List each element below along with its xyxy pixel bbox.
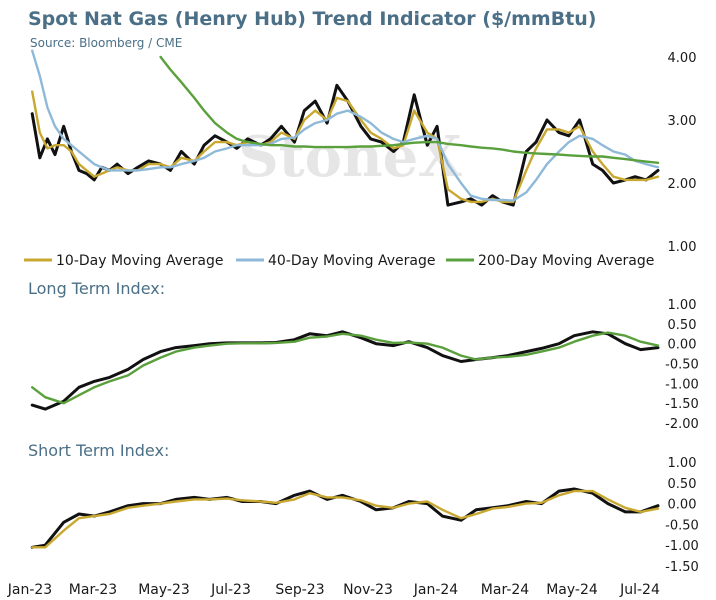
x-tick-label: Jan-24 [413, 582, 459, 598]
long-term-index-y-tick: -2.00 [665, 417, 699, 432]
x-tick-label: Nov-23 [343, 582, 393, 598]
x-tick-label: Mar-23 [69, 582, 117, 598]
x-tick-label: Mar-24 [481, 582, 529, 598]
price-y-tick: 3.00 [668, 114, 697, 129]
x-axis: Jan-23 Mar-23 May-23 Jul-23 Sep-23 Nov-23 Jan-… [7, 582, 660, 598]
long-term-index-y-tick: -1.50 [665, 397, 699, 412]
short-term-index-y-tick: -0.50 [665, 518, 699, 533]
chart-subtitle: Source: Bloomberg / CME [30, 36, 182, 50]
price-y-tick: 4.00 [668, 51, 697, 66]
long-term-index-title: Long Term Index: [28, 279, 165, 298]
x-tick-label: Jul-23 [210, 582, 251, 598]
short-term-index-series-0 [30, 487, 660, 549]
x-tick-label: May-24 [546, 582, 598, 598]
short-term-index-panel: -1.50 -1.00 -0.50 0.00 0.50 1.00 [30, 456, 699, 575]
price-panel: 1.00 2.00 3.00 4.00 [30, 49, 697, 255]
chart-title: Spot Nat Gas (Henry Hub) Trend Indicator… [28, 8, 597, 30]
short-term-index-y-tick: -1.50 [665, 560, 699, 575]
long-term-index-y-tick: 1.00 [668, 298, 697, 313]
short-term-index-series-1 [31, 489, 660, 549]
long-term-index-y-tick: 0.50 [668, 318, 697, 333]
short-term-index-y-tick: 1.00 [668, 456, 697, 471]
price-series-3 [159, 55, 660, 164]
long-term-index-panel: -2.00 -1.50 -1.00 -0.50 0.00 0.50 1.00 [30, 298, 699, 432]
x-tick-label: Sep-23 [275, 582, 324, 598]
short-term-index-y-tick: 0.50 [668, 477, 697, 492]
x-tick-label: Jan-23 [7, 582, 52, 598]
price-y-tick: 2.00 [668, 177, 697, 192]
long-term-index-y-tick: -1.00 [665, 377, 699, 392]
short-term-index-y-tick: 0.00 [668, 498, 697, 513]
legend-label-0: 10-Day Moving Average [56, 253, 223, 269]
legend: 10-Day Moving Average 40-Day Moving Avera… [24, 253, 654, 269]
long-term-index-series-1 [31, 331, 660, 405]
short-term-index-title: Short Term Index: [28, 441, 169, 460]
long-term-index-series-0 [30, 330, 660, 411]
short-term-index-y-tick: -1.00 [665, 539, 699, 554]
legend-label-2: 200-Day Moving Average [478, 253, 654, 269]
price-series-2 [31, 49, 660, 202]
long-term-index-y-tick: 0.00 [668, 338, 697, 353]
long-term-index-y-tick: -0.50 [665, 358, 699, 373]
x-tick-label: May-23 [138, 582, 190, 598]
legend-label-1: 40-Day Moving Average [268, 253, 435, 269]
price-y-tick: 1.00 [668, 240, 697, 255]
x-tick-label: Jul-24 [619, 582, 660, 598]
